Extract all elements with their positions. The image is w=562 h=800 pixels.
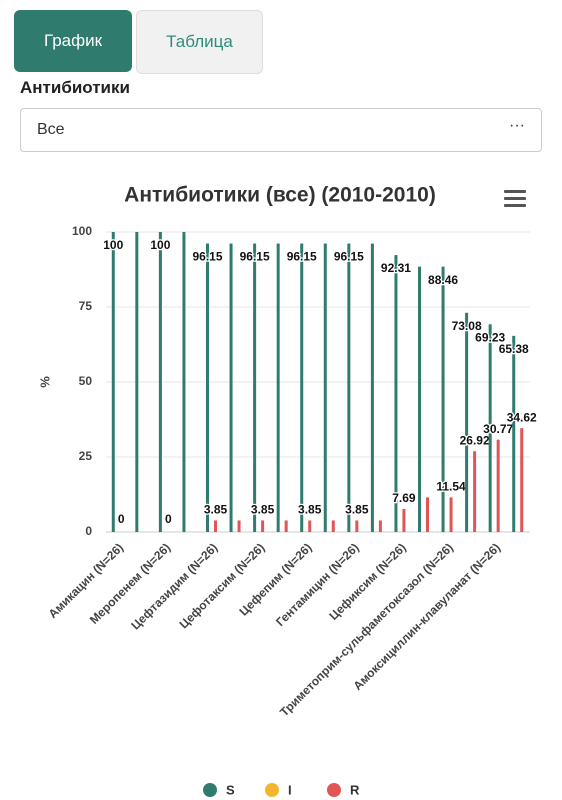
y-axis-title: % [37, 376, 52, 388]
bar [355, 520, 359, 532]
bar [426, 497, 429, 532]
tab[interactable]: Таблица [136, 10, 263, 74]
bar [135, 232, 139, 532]
bar [473, 451, 477, 532]
legend-marker [327, 783, 341, 797]
data-label: 88.46 [428, 273, 458, 287]
x-tick-label: Меропенем (N=26) [87, 540, 173, 626]
data-label: 100 [103, 238, 123, 252]
x-tick-label: Цефтазидим (N=26) [128, 540, 220, 632]
data-label: 3.85 [298, 503, 322, 517]
bar [214, 520, 217, 532]
data-label: 96.15 [334, 250, 364, 264]
bar [520, 428, 524, 532]
x-tick-label: Триметоприм-сульфаметоксазол (N=26) [277, 540, 456, 719]
y-tick-label: 25 [79, 449, 93, 463]
bar [276, 243, 280, 533]
data-label: 11.54 [436, 480, 466, 494]
data-label: 0 [118, 512, 125, 526]
bar [394, 255, 398, 532]
bar [378, 520, 382, 532]
legend-label: I [288, 782, 292, 797]
bar [261, 520, 265, 532]
data-label: 69.23 [475, 330, 505, 344]
chart: Антибиотики (все) (2010-2010) % 0 25 50 75 1… [37, 184, 538, 798]
bar [418, 266, 421, 532]
bar [253, 243, 257, 533]
data-label: 92.31 [381, 261, 411, 275]
y-tick-label: 100 [72, 224, 92, 238]
bar [331, 520, 335, 532]
select-value: Все [37, 121, 65, 138]
data-label: 3.85 [345, 503, 369, 517]
bar [488, 324, 492, 532]
select[interactable]: Все ··· [20, 108, 542, 152]
data-label: 96.15 [240, 250, 270, 264]
bar [449, 497, 453, 532]
bar [441, 266, 445, 532]
data-label: 3.85 [204, 503, 228, 517]
y-tick-label: 0 [85, 524, 92, 538]
data-label: 7.69 [392, 491, 416, 505]
bar [206, 243, 209, 533]
data-label: 100 [150, 238, 170, 252]
data-label: 34.62 [507, 410, 537, 424]
bar [512, 335, 516, 532]
data-label: 0 [165, 512, 172, 526]
bar [308, 520, 312, 532]
x-tick-label: Цефотаксим (N=26) [177, 540, 268, 631]
bar [402, 508, 406, 532]
bar [370, 243, 374, 533]
data-label: 96.15 [287, 250, 317, 264]
bar [237, 520, 241, 532]
data-label: 65.38 [499, 342, 529, 356]
legend-marker [203, 783, 217, 797]
data-label: 26.92 [460, 433, 490, 447]
bar [465, 312, 469, 532]
bar [496, 439, 500, 532]
bar [347, 243, 351, 533]
menu-line [504, 197, 526, 200]
y-tick-label: 50 [79, 374, 93, 388]
legend-label: R [350, 782, 360, 797]
data-label: 73.08 [452, 319, 482, 333]
data-label: 3.85 [251, 503, 275, 517]
data-label: 30.77 [483, 422, 513, 436]
menu-line [504, 190, 526, 193]
filter-label: Антибиотики [20, 78, 130, 97]
bar [229, 243, 233, 533]
tab[interactable]: График [14, 10, 132, 72]
bar [300, 243, 304, 533]
legend-marker [265, 783, 279, 797]
bar [182, 232, 186, 532]
bar [323, 243, 327, 533]
bar [284, 520, 288, 532]
menu-icon[interactable] [504, 190, 526, 207]
bar [158, 232, 162, 532]
menu-line [504, 204, 526, 207]
select-icon: ··· [509, 117, 525, 134]
chart-title: Антибиотики (все) (2010-2010) [124, 184, 436, 207]
data-label: 96.15 [192, 250, 222, 264]
legend-label: S [226, 782, 235, 797]
bar [111, 232, 115, 532]
y-tick-label: 75 [79, 299, 93, 313]
x-tick-label: Гентамицин (N=26) [273, 540, 362, 629]
